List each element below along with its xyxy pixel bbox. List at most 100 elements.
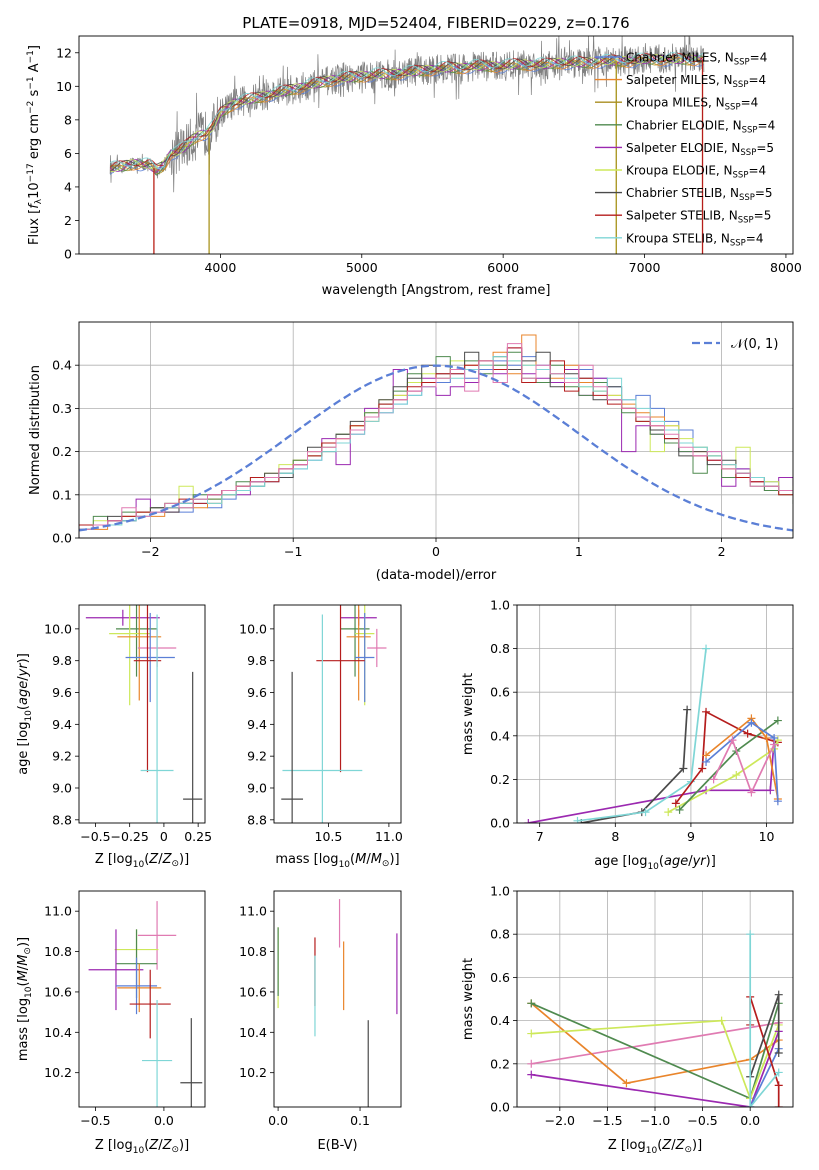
axes-frame <box>273 604 402 824</box>
axes-mass_vs_Z: −0.5 0.0 10.2 10.4 10.6 10.8 11.0 Z [log10(Z/Z⊙… <box>16 890 206 1156</box>
y-tick-label: 10.2 <box>239 1065 267 1080</box>
y-axis-label: mass weight <box>461 958 476 1040</box>
errorbar-point <box>316 605 365 773</box>
x-tick-label: 10.5 <box>315 829 343 844</box>
x-tick-label: −2.0 <box>545 1113 575 1128</box>
x-tick-label: 8000 <box>770 260 802 275</box>
y-tick-label: 10.2 <box>44 1065 72 1080</box>
y-tick-label: 0.8 <box>490 927 510 942</box>
legend-entry-label: 𝒩(0, 1) <box>731 337 778 352</box>
x-tick-label: 4000 <box>204 260 236 275</box>
series-marker <box>527 999 536 1008</box>
x-tick-label: 7 <box>536 829 544 844</box>
plot-area-mass_vs_EBV <box>277 899 398 1107</box>
axes-age_vs_Z: −0.5 −0.25 0 0.25 8.8 9.0 9.2 9.4 9.6 9.8 10.0 Z [l… <box>16 604 212 870</box>
legend-entry-label: Salpeter ELODIE, NSSP=5 <box>626 141 774 158</box>
legend-entry-label: Kroupa ELODIE, NSSP=4 <box>626 164 766 181</box>
y-tick-label: 0.6 <box>490 970 510 985</box>
axes-weight_vs_age: 7 8 9 10 0.0 0.2 0.4 0.6 0.8 1.0 mass weight age [l… <box>461 598 794 872</box>
y-tick-label: 10.6 <box>44 984 72 999</box>
y-tick-label: 9.2 <box>247 749 267 764</box>
series-marker <box>773 716 782 725</box>
series-marker <box>774 990 783 999</box>
y-tick-label: 0.4 <box>490 728 510 743</box>
series-marker <box>746 930 755 939</box>
series-marker <box>766 786 775 795</box>
errorbar-point <box>180 1018 203 1107</box>
series-marker <box>774 1103 783 1107</box>
y-tick-label: 8.8 <box>52 812 72 827</box>
x-tick-label: −0.5 <box>80 829 110 844</box>
y-tick-label: 10.6 <box>239 984 267 999</box>
y-tick-label: 2 <box>64 213 72 228</box>
y-tick-label: 0.3 <box>52 401 72 416</box>
errorbar-point <box>142 1000 173 1107</box>
y-tick-label: 8.8 <box>247 812 267 827</box>
model-spectrum-line <box>109 52 705 168</box>
x-tick-label: 6000 <box>487 260 519 275</box>
y-tick-label: 0.4 <box>490 1013 510 1028</box>
y-tick-label: 0.6 <box>490 685 510 700</box>
x-tick-label: −1.0 <box>640 1113 670 1128</box>
x-tick-label: −2 <box>141 544 159 559</box>
x-tick-label: −1.5 <box>592 1113 622 1128</box>
plot-area-age_vs_mass <box>281 605 387 823</box>
y-tick-label: 9.4 <box>247 717 267 732</box>
axes-residuals: −2 −1 0 1 2 0.0 0.1 0.2 0.3 0.4 (data-model)/error… <box>28 321 794 583</box>
plot-area-age_vs_Z <box>85 605 203 823</box>
x-tick-label: −0.25 <box>111 829 149 844</box>
y-tick-label: 11.0 <box>44 904 72 919</box>
legend-entry-label: Chabrier ELODIE, NSSP=4 <box>626 118 775 135</box>
axes-frame <box>78 604 206 824</box>
y-tick-label: 0.4 <box>52 358 72 373</box>
y-tick-label: 9.8 <box>247 653 267 668</box>
y-tick-label: 9.6 <box>52 685 72 700</box>
x-axis-label: Z [log10(Z/Z⊙)] <box>608 1138 702 1156</box>
series-marker <box>746 1103 755 1107</box>
axes-age_vs_mass: 10.5 11.0 8.8 9.0 9.2 9.4 9.6 9.8 10.0 mass [log1… <box>239 604 403 870</box>
y-tick-label: 8 <box>64 112 72 127</box>
x-axis-label: age [log10(age/yr)] <box>594 854 716 872</box>
x-tick-label: 11.0 <box>375 829 403 844</box>
series-line <box>705 721 779 802</box>
errorbar-point <box>140 614 174 823</box>
y-tick-label: 1.0 <box>490 598 510 613</box>
legend-entry-label: Kroupa MILES, NSSP=4 <box>626 96 758 113</box>
series-line <box>577 648 707 822</box>
x-axis-label: Z [log10(Z/Z⊙)] <box>95 1138 189 1156</box>
y-tick-label: 9.8 <box>52 653 72 668</box>
x-tick-label: 0.0 <box>154 1113 174 1128</box>
plot-area-weight_vs_Z <box>527 930 783 1107</box>
x-tick-label: 8 <box>611 829 619 844</box>
y-axis-label: mass [log10(M/M⊙)] <box>16 937 34 1061</box>
x-tick-label: 5000 <box>346 260 378 275</box>
x-tick-label: 0.0 <box>268 1113 288 1128</box>
x-tick-label: 9 <box>687 829 695 844</box>
y-tick-label: 10 <box>56 79 72 94</box>
errorbar-point <box>125 612 175 703</box>
y-tick-label: 9.0 <box>247 780 267 795</box>
y-tick-label: 0 <box>64 247 72 262</box>
series-line <box>749 934 780 1107</box>
x-axis-label: E(B-V) <box>317 1138 357 1153</box>
x-axis-label: Z [log10(Z/Z⊙)] <box>95 852 189 870</box>
x-axis-label: wavelength [Angstrom, rest frame] <box>322 283 551 298</box>
legend-entry-label: Kroupa STELIB, NSSP=4 <box>626 231 764 248</box>
series-marker <box>527 1059 536 1068</box>
legend-entry-label: Chabrier MILES, NSSP=4 <box>626 51 767 68</box>
series-marker <box>774 1049 783 1057</box>
series-line <box>712 738 775 795</box>
histogram-series <box>79 343 793 538</box>
plot-area-mass_vs_Z <box>88 901 203 1107</box>
axes-frame <box>78 35 794 255</box>
series-marker <box>774 1068 783 1077</box>
x-tick-label: 0.25 <box>184 829 212 844</box>
y-tick-label: 9.6 <box>247 685 267 700</box>
errorbar-point <box>109 605 151 706</box>
series-marker <box>702 757 711 766</box>
y-tick-label: 0.1 <box>52 487 72 502</box>
axes-frame <box>516 604 794 824</box>
series-marker <box>664 808 673 817</box>
series-line <box>531 1021 779 1065</box>
